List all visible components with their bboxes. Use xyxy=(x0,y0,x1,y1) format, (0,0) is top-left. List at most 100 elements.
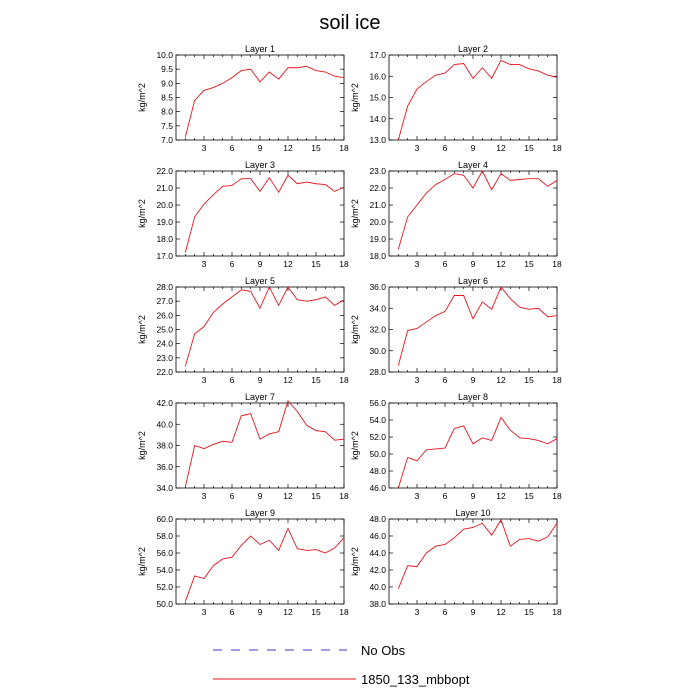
x-tick-label: 6 xyxy=(230,259,235,269)
panels: Layer 1 3 6 9 12 15 18 7.0 7.5 8.0 8.5 9.0 9.5 10.0 kg… xyxy=(137,44,562,617)
panel-2: Layer 2 3 6 9 12 15 18 13.0 14.0 15.0 16.0 17.0 kg/m… xyxy=(350,44,562,153)
x-tick-label: 3 xyxy=(202,607,207,617)
x-tick-label: 18 xyxy=(339,607,349,617)
y-tick-label: 42.0 xyxy=(156,398,173,408)
y-tick-label: 22.0 xyxy=(156,367,173,377)
y-tick-label: 23.0 xyxy=(369,166,386,176)
y-tick-label: 8.0 xyxy=(161,107,173,117)
y-tick-label: 27.0 xyxy=(156,296,173,306)
panel-title: Layer 1 xyxy=(245,44,275,54)
y-tick-label: 34.0 xyxy=(156,483,173,493)
x-tick-label: 3 xyxy=(415,607,420,617)
x-tick-label: 12 xyxy=(496,607,506,617)
y-tick-label: 7.5 xyxy=(161,121,173,131)
panel-1: Layer 1 3 6 9 12 15 18 7.0 7.5 8.0 8.5 9.0 9.5 10.0 kg… xyxy=(137,44,349,153)
y-tick-label: 42.0 xyxy=(369,565,386,575)
panel-title: Layer 4 xyxy=(458,160,488,170)
legend-label-no-obs: No Obs xyxy=(361,643,406,658)
x-tick-label: 12 xyxy=(283,491,293,501)
x-tick-label: 12 xyxy=(496,491,506,501)
x-tick-label: 12 xyxy=(283,259,293,269)
x-tick-label: 15 xyxy=(311,607,321,617)
series-line xyxy=(397,59,558,141)
panel-6: Layer 6 3 6 9 12 15 18 28.0 30.0 32.0 34.0 36.0 kg/m… xyxy=(350,276,562,385)
y-tick-label: 9.0 xyxy=(161,78,173,88)
y-tick-label: 10.0 xyxy=(156,50,173,60)
plot-frame xyxy=(175,518,345,605)
y-tick-label: 52.0 xyxy=(369,432,386,442)
y-tick-label: 50.0 xyxy=(369,449,386,459)
panel-title: Layer 3 xyxy=(245,160,275,170)
x-tick-label: 12 xyxy=(496,259,506,269)
x-tick-label: 9 xyxy=(471,143,476,153)
panel-5: Layer 5 3 6 9 12 15 18 22.0 23.0 24.0 25.0 26.0 27.0… xyxy=(137,276,349,385)
plot-frame xyxy=(388,518,558,605)
series-line xyxy=(397,286,558,366)
y-tick-label: 48.0 xyxy=(369,514,386,524)
x-tick-label: 3 xyxy=(415,259,420,269)
x-tick-label: 18 xyxy=(552,607,562,617)
y-tick-label: 36.0 xyxy=(369,282,386,292)
y-tick-label: 52.0 xyxy=(156,582,173,592)
y-tick-label: 25.0 xyxy=(156,325,173,335)
y-tick-label: 19.0 xyxy=(156,217,173,227)
series-line xyxy=(184,174,345,253)
y-axis-label: kg/m^2 xyxy=(137,199,147,228)
y-tick-label: 54.0 xyxy=(156,565,173,575)
plot-frame xyxy=(388,170,558,257)
x-tick-label: 9 xyxy=(471,491,476,501)
panel-title: Layer 9 xyxy=(245,508,275,518)
x-tick-label: 12 xyxy=(283,607,293,617)
x-tick-label: 12 xyxy=(283,143,293,153)
x-tick-label: 6 xyxy=(443,259,448,269)
y-tick-label: 17.0 xyxy=(369,50,386,60)
y-tick-label: 54.0 xyxy=(369,415,386,425)
x-tick-label: 15 xyxy=(524,491,534,501)
y-tick-label: 18.0 xyxy=(369,251,386,261)
x-tick-label: 3 xyxy=(202,375,207,385)
y-axis-label: kg/m^2 xyxy=(350,199,360,228)
x-tick-label: 18 xyxy=(552,143,562,153)
y-tick-label: 30.0 xyxy=(369,346,386,356)
y-tick-label: 44.0 xyxy=(369,548,386,558)
y-tick-label: 28.0 xyxy=(156,282,173,292)
y-axis-label: kg/m^2 xyxy=(350,315,360,344)
y-tick-label: 9.5 xyxy=(161,64,173,74)
y-tick-label: 22.0 xyxy=(156,166,173,176)
x-tick-label: 15 xyxy=(524,375,534,385)
plot-frame xyxy=(175,402,345,489)
x-tick-label: 3 xyxy=(415,375,420,385)
x-tick-label: 9 xyxy=(471,607,476,617)
y-tick-label: 50.0 xyxy=(156,599,173,609)
y-tick-label: 56.0 xyxy=(156,548,173,558)
x-tick-label: 9 xyxy=(258,607,263,617)
panel-title: Layer 10 xyxy=(455,508,490,518)
y-tick-label: 34.0 xyxy=(369,303,386,313)
panel-4: Layer 4 3 6 9 12 15 18 18.0 19.0 20.0 21.0 22.0 23.0… xyxy=(350,160,562,269)
y-tick-label: 36.0 xyxy=(156,462,173,472)
y-tick-label: 21.0 xyxy=(369,200,386,210)
panel-title: Layer 8 xyxy=(458,392,488,402)
y-tick-label: 48.0 xyxy=(369,466,386,476)
y-tick-label: 40.0 xyxy=(156,419,173,429)
x-tick-label: 12 xyxy=(283,375,293,385)
main-title: soil ice xyxy=(319,12,380,34)
x-tick-label: 6 xyxy=(443,143,448,153)
x-tick-label: 15 xyxy=(311,143,321,153)
y-tick-label: 16.0 xyxy=(369,71,386,81)
x-tick-label: 6 xyxy=(230,607,235,617)
panel-10: Layer 10 3 6 9 12 15 18 38.0 40.0 42.0 44.0 46.0 48.… xyxy=(350,508,562,617)
x-tick-label: 3 xyxy=(202,259,207,269)
x-tick-label: 3 xyxy=(202,143,207,153)
y-tick-label: 46.0 xyxy=(369,531,386,541)
y-tick-label: 17.0 xyxy=(156,251,173,261)
x-tick-label: 3 xyxy=(202,491,207,501)
y-tick-label: 24.0 xyxy=(156,339,173,349)
y-axis-label: kg/m^2 xyxy=(350,83,360,112)
x-tick-label: 9 xyxy=(258,143,263,153)
x-tick-label: 9 xyxy=(258,375,263,385)
x-tick-label: 6 xyxy=(230,491,235,501)
y-tick-label: 15.0 xyxy=(369,93,386,103)
panel-7: Layer 7 3 6 9 12 15 18 34.0 36.0 38.0 40.0 42.0 kg/m… xyxy=(137,392,349,501)
